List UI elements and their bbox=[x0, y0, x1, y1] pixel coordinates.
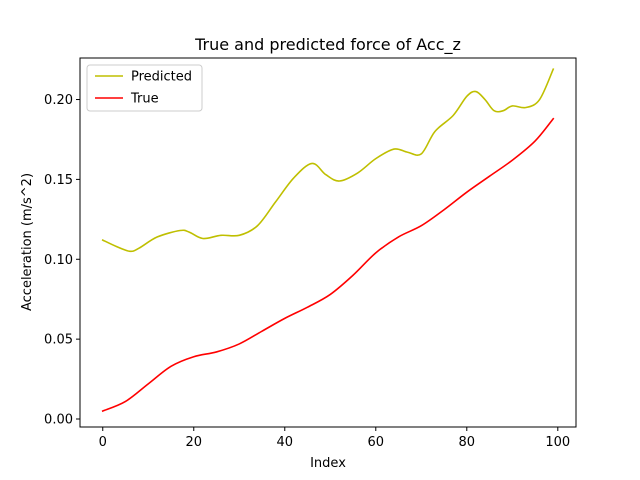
series-line-predicted bbox=[101, 68, 555, 253]
plot-area bbox=[79, 57, 577, 428]
y-axis-label: Acceleration (m/s^2) bbox=[20, 173, 35, 311]
x-tick-label: 20 bbox=[185, 435, 202, 450]
legend-label-predicted: Predicted bbox=[131, 70, 192, 85]
y-tick-label: 0.10 bbox=[44, 253, 73, 268]
y-tick-label: 0.00 bbox=[44, 413, 73, 428]
x-tick-label: 40 bbox=[276, 435, 293, 450]
x-tick-label: 80 bbox=[459, 435, 476, 450]
x-axis-ticks: 0 20 40 60 80 100 bbox=[99, 427, 570, 450]
x-tick-label: 100 bbox=[545, 435, 570, 450]
x-tick-label: 0 bbox=[99, 435, 107, 450]
y-tick-label: 0.15 bbox=[44, 173, 73, 188]
y-tick-label: 0.05 bbox=[44, 333, 73, 348]
chart-title: True and predicted force of Acc_z bbox=[194, 35, 461, 55]
x-axis-label: Index bbox=[310, 456, 346, 471]
series-line-true bbox=[101, 117, 555, 413]
y-axis-ticks: 0.00 0.05 0.10 0.15 0.20 bbox=[44, 93, 80, 428]
legend: Predicted True bbox=[86, 64, 203, 112]
plot-frame bbox=[79, 57, 577, 428]
legend-label-true: True bbox=[130, 92, 159, 107]
y-tick-label: 0.20 bbox=[44, 93, 73, 108]
x-tick-label: 60 bbox=[368, 435, 385, 450]
